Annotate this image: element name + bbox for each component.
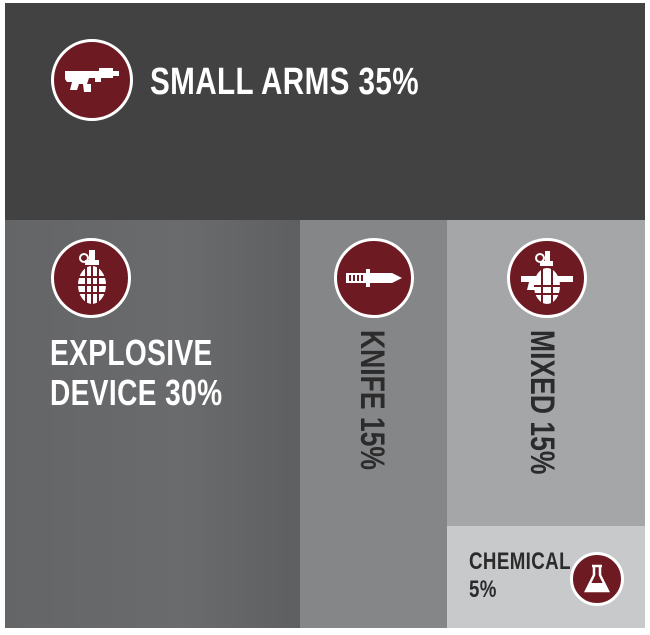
grenade-rifle-icon xyxy=(507,238,587,318)
label-knife: KNIFE 15% xyxy=(353,330,391,471)
knife-icon xyxy=(334,238,414,318)
label-explosive-line1: EXPLOSIVE xyxy=(50,332,213,373)
tile-knife: KNIFE 15% xyxy=(300,220,447,628)
label-explosive-line2: DEVICE 30% xyxy=(50,372,223,413)
rifle-icon xyxy=(51,39,133,121)
tile-chemical: CHEMICAL 5% xyxy=(447,526,645,628)
tile-explosive-device: EXPLOSIVE DEVICE 30% xyxy=(5,220,300,628)
label-chemical-line2: 5% xyxy=(469,576,497,603)
label-mixed: MIXED 15% xyxy=(523,330,561,475)
label-small-arms: SMALL ARMS 35% xyxy=(150,61,419,103)
label-chemical-line1: CHEMICAL xyxy=(469,548,571,575)
grenade-icon xyxy=(51,238,131,318)
tile-mixed: MIXED 15% xyxy=(447,220,645,526)
flask-icon xyxy=(570,552,624,606)
tile-small-arms: SMALL ARMS 35% xyxy=(5,3,645,220)
